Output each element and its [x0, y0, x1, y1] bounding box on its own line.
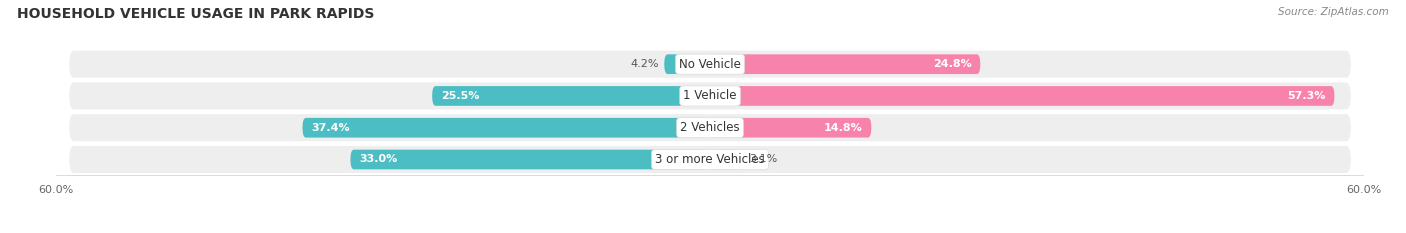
FancyBboxPatch shape: [710, 86, 1334, 106]
FancyBboxPatch shape: [69, 51, 1351, 78]
FancyBboxPatch shape: [302, 118, 710, 137]
FancyBboxPatch shape: [69, 146, 1351, 173]
Text: 2 Vehicles: 2 Vehicles: [681, 121, 740, 134]
FancyBboxPatch shape: [710, 118, 872, 137]
Text: 3.1%: 3.1%: [749, 154, 778, 164]
Text: 24.8%: 24.8%: [932, 59, 972, 69]
FancyBboxPatch shape: [69, 114, 1351, 141]
Text: 25.5%: 25.5%: [441, 91, 479, 101]
FancyBboxPatch shape: [710, 54, 980, 74]
Text: 1 Vehicle: 1 Vehicle: [683, 89, 737, 103]
FancyBboxPatch shape: [69, 82, 1351, 110]
Text: No Vehicle: No Vehicle: [679, 58, 741, 71]
Text: Source: ZipAtlas.com: Source: ZipAtlas.com: [1278, 7, 1389, 17]
FancyBboxPatch shape: [432, 86, 710, 106]
Text: 3 or more Vehicles: 3 or more Vehicles: [655, 153, 765, 166]
Text: HOUSEHOLD VEHICLE USAGE IN PARK RAPIDS: HOUSEHOLD VEHICLE USAGE IN PARK RAPIDS: [17, 7, 374, 21]
FancyBboxPatch shape: [710, 150, 744, 169]
Text: 4.2%: 4.2%: [630, 59, 659, 69]
Text: 37.4%: 37.4%: [311, 123, 350, 133]
FancyBboxPatch shape: [350, 150, 710, 169]
Text: 57.3%: 57.3%: [1288, 91, 1326, 101]
Text: 33.0%: 33.0%: [359, 154, 398, 164]
FancyBboxPatch shape: [664, 54, 710, 74]
Text: 14.8%: 14.8%: [824, 123, 862, 133]
